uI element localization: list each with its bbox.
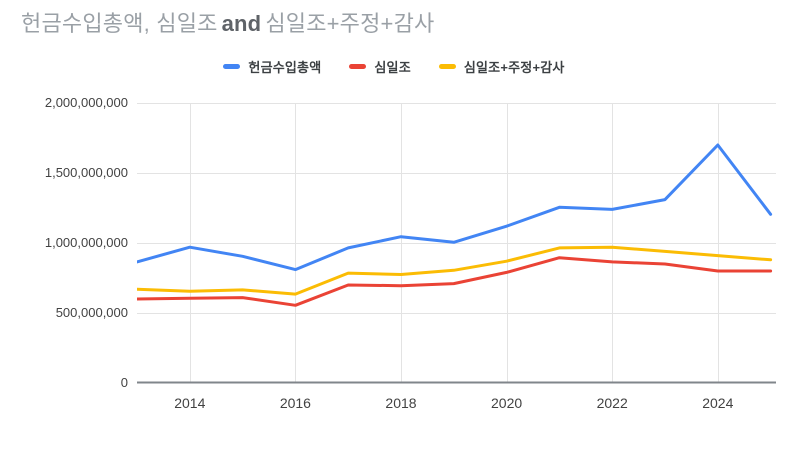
- legend-label: 헌금수입총액: [248, 59, 322, 75]
- x-tick-label: 2024: [702, 395, 734, 411]
- series-line-0: [135, 143, 773, 272]
- legend: 헌금수입총액 심일조 심일조+주정+감사: [0, 56, 788, 76]
- y-tick-label: 0: [120, 375, 128, 390]
- y-tick-label: 1,500,000,000: [44, 165, 128, 180]
- series-line-1: [135, 256, 773, 307]
- line-chart-svg: [135, 103, 776, 384]
- legend-item-1: 심일조: [349, 57, 411, 76]
- plot-area: [135, 103, 776, 384]
- legend-swatch-icon: [223, 63, 241, 69]
- legend-label: 심일조+주정+감사: [463, 59, 565, 75]
- legend-swatch-icon: [349, 63, 367, 69]
- chart-title-connector: and: [221, 11, 262, 36]
- x-tick-label: 2016: [279, 395, 311, 411]
- chart-title: 헌금수입총액, 심일조 and 심일조+주정+감사: [21, 9, 435, 39]
- chart-title-series-c: 심일조+주정+감사: [265, 11, 435, 36]
- y-tick-label: 500,000,000: [55, 305, 128, 320]
- legend-swatch-icon: [438, 63, 456, 69]
- x-tick-label: 2020: [491, 395, 523, 411]
- series-line-2: [135, 245, 773, 296]
- x-tick-label: 2014: [174, 395, 206, 411]
- legend-label: 심일조: [374, 59, 411, 75]
- y-tick-label: 2,000,000,000: [44, 95, 128, 110]
- chart-title-series-a-b: 헌금수입총액, 심일조: [21, 11, 218, 36]
- legend-item-0: 헌금수입총액: [223, 57, 321, 76]
- x-tick-label: 2018: [385, 395, 417, 411]
- legend-item-2: 심일조+주정+감사: [438, 57, 565, 76]
- x-tick-label: 2022: [596, 395, 628, 411]
- y-tick-label: 1,000,000,000: [44, 235, 128, 250]
